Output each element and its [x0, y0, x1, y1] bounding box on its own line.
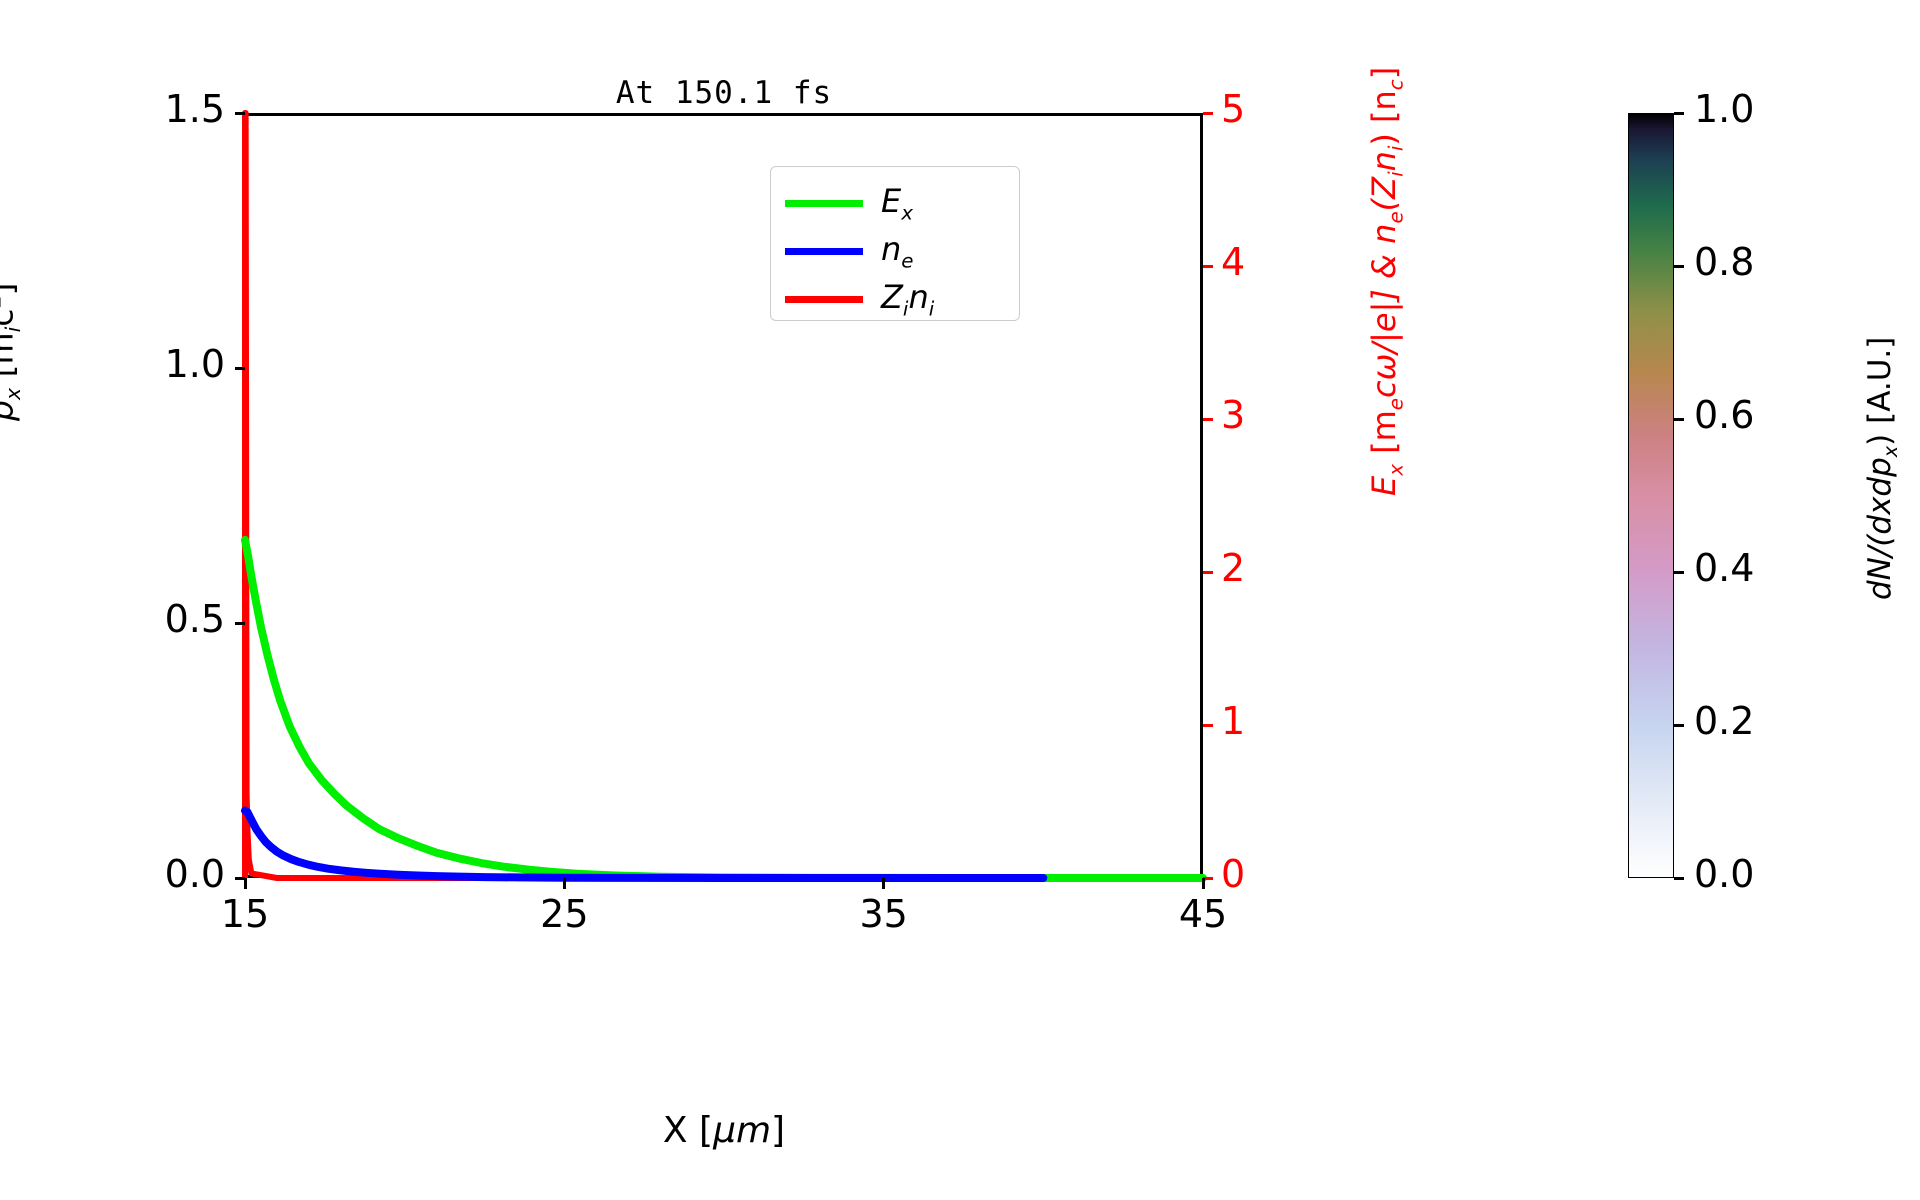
- colorbar-tick-mark: [1674, 876, 1684, 880]
- right-y-axis-label-ni-sub: i: [1384, 145, 1408, 152]
- x-tick-label-0: 15: [220, 892, 270, 936]
- colorbar-tick-mark: [1674, 264, 1684, 268]
- right-y-axis-label-end: ]: [1365, 66, 1403, 80]
- right-y-axis-label-me-sub: e: [1384, 398, 1408, 411]
- colorbar-tick-mark: [1674, 417, 1684, 421]
- right-y-tick-label-5: 5: [1221, 87, 1246, 131]
- right-y-tick-label-4: 4: [1221, 240, 1246, 284]
- left-y-axis-label-text: p: [0, 400, 20, 421]
- legend-label-Zini: Zini: [881, 277, 935, 321]
- legend-item-Ex[interactable]: Ex: [785, 179, 1005, 227]
- x-tick-label-1: 25: [540, 892, 589, 936]
- x-axis-label: X [μm]: [245, 1110, 1203, 1151]
- x-axis-label-unit: μm: [713, 1110, 772, 1151]
- curve-Zi-ni: [242, 110, 1203, 881]
- colorbar-tick-label-0: 0.0: [1694, 852, 1755, 896]
- left-y-axis-label: px [mic2]: [0, 283, 25, 421]
- x-tick-label-3: 45: [1178, 892, 1228, 936]
- left-y-tick-mark: [235, 366, 245, 370]
- right-y-tick-mark: [1203, 111, 1213, 115]
- colorbar-gradient: [1629, 114, 1673, 877]
- right-y-axis-label-ni: n: [1365, 151, 1403, 172]
- colorbar-tick-mark: [1674, 111, 1684, 115]
- curve-Ex: [241, 535, 1207, 882]
- right-y-axis-label-ne-sub: e: [1384, 211, 1408, 224]
- legend-swatch-ne: [785, 247, 863, 255]
- colorbar-tick-label-3: 0.6: [1694, 393, 1755, 437]
- right-y-tick-mark: [1203, 876, 1213, 880]
- right-y-axis-label-mid: [m: [1365, 410, 1403, 465]
- right-y-tick-mark: [1203, 570, 1213, 574]
- colorbar-tick-label-2: 0.4: [1694, 546, 1755, 590]
- x-tick-mark: [1201, 878, 1205, 889]
- right-y-axis-label-zi-sub: i: [1384, 171, 1408, 177]
- right-y-axis-label: Ex [mecω/|e|] & ne(Zini) [nc]: [1365, 67, 1407, 496]
- right-y-axis-label-paren: (Z: [1365, 176, 1403, 212]
- legend-label-Ex: Ex: [881, 181, 913, 225]
- legend-box[interactable]: Ex ne Zini: [770, 166, 1020, 321]
- x-axis-label-text: X [: [662, 1110, 714, 1151]
- left-y-axis-unit-open: [m: [0, 332, 21, 378]
- colorbar-label-close: ) [A.U.]: [1862, 336, 1898, 446]
- legend-swatch-Ex: [785, 199, 863, 207]
- left-y-axis-unit-c: c: [0, 309, 20, 327]
- left-y-axis-unit-close: ]: [0, 283, 20, 296]
- colorbar-tick-label-5: 1.0: [1694, 87, 1755, 131]
- right-y-axis-label-e-sub: x: [1384, 464, 1408, 476]
- right-y-tick-label-0: 0: [1221, 852, 1246, 896]
- colorbar-tick-label-1: 0.2: [1694, 699, 1755, 743]
- data-curves-svg: [241, 110, 1207, 882]
- left-y-tick-label-1: 0.5: [164, 597, 225, 641]
- legend-item-Zini[interactable]: Zini: [785, 275, 1005, 323]
- right-y-axis-label-cw: cω/|e|] & n: [1365, 223, 1403, 399]
- right-y-tick-mark: [1203, 264, 1213, 268]
- right-y-tick-mark: [1203, 723, 1213, 727]
- axis-spine-right: [1200, 113, 1203, 878]
- right-y-axis-label-close: ) [n: [1365, 90, 1403, 146]
- right-y-axis-label-e: E: [1365, 475, 1403, 496]
- colorbar-label-main: dN/(dxdp: [1862, 457, 1898, 600]
- colorbar-tick-mark: [1674, 570, 1684, 574]
- colorbar-tick-label-4: 0.8: [1694, 240, 1755, 284]
- plot-area: Ex ne Zini: [241, 110, 1207, 882]
- colorbar-tick-mark: [1674, 723, 1684, 727]
- left-y-axis-unit-sub: i: [0, 326, 25, 333]
- x-tick-label-2: 35: [859, 892, 908, 936]
- left-y-tick-mark: [235, 876, 245, 880]
- plot-title: At 150.1 fs: [615, 75, 833, 111]
- legend-item-ne[interactable]: ne: [785, 227, 1005, 275]
- curve-ne: [241, 806, 1048, 882]
- right-y-tick-mark: [1203, 417, 1213, 421]
- x-tick-mark: [882, 878, 886, 889]
- right-y-tick-label-2: 2: [1221, 546, 1246, 590]
- right-y-tick-label-3: 3: [1221, 393, 1246, 437]
- right-y-tick-label-1: 1: [1221, 699, 1246, 743]
- left-y-tick-label-3: 1.5: [164, 87, 225, 131]
- left-y-axis-label-sub: x: [0, 387, 25, 400]
- x-tick-mark: [562, 878, 566, 889]
- left-y-tick-mark: [235, 111, 245, 115]
- right-y-axis-label-nc-sub: c: [1384, 79, 1408, 91]
- x-tick-mark: [243, 878, 247, 889]
- colorbar-label: dN/(dxdpx) [A.U.]: [1862, 337, 1902, 600]
- left-y-tick-label-0: 0.0: [164, 852, 225, 896]
- left-y-tick-mark: [235, 621, 245, 625]
- left-y-axis-unit-sup: 2: [0, 296, 5, 309]
- colorbar[interactable]: [1628, 113, 1674, 878]
- axis-spine-top: [245, 113, 1203, 116]
- legend-label-ne: ne: [881, 229, 914, 273]
- legend-swatch-Zini: [785, 295, 863, 303]
- colorbar-label-sub: x: [1879, 445, 1903, 458]
- left-y-tick-label-2: 1.0: [164, 342, 225, 386]
- x-axis-label-close: ]: [771, 1110, 786, 1151]
